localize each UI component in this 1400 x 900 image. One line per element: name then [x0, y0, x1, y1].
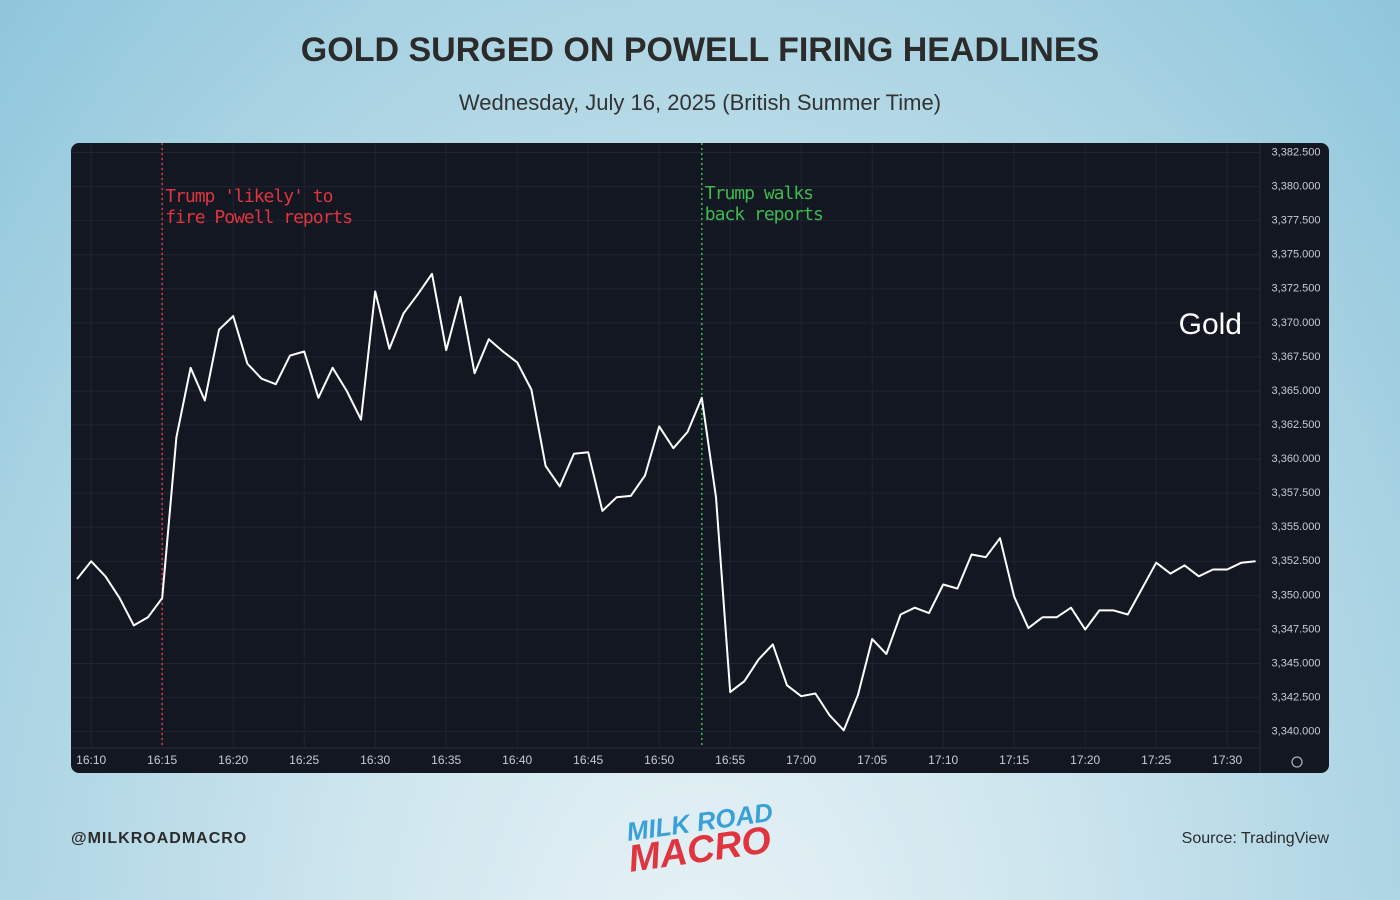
line: [76, 272, 1256, 732]
x-tick-label: 16:20: [218, 753, 248, 767]
x-tick-label: 16:15: [147, 753, 177, 767]
x-tick-label: 17:05: [857, 753, 887, 767]
x-tick-label: 16:30: [360, 753, 390, 767]
source: Source: TradingView: [1182, 830, 1330, 847]
y-tick-label: 3,362.500: [1272, 419, 1321, 431]
y-tick-label: 3,340.000: [1272, 726, 1321, 738]
y-tick-label: 3,377.500: [1272, 215, 1321, 227]
y-tick-label: 3,345.000: [1272, 657, 1321, 669]
handle: @MILKROADMACRO: [71, 830, 247, 847]
annotation-text: back reports: [705, 204, 823, 225]
y-tick-label: 3,357.500: [1272, 487, 1321, 499]
y-tick-label: 3,380.000: [1272, 181, 1321, 193]
x-tick-label: 17:30: [1212, 753, 1242, 767]
x-tick-label: 16:10: [76, 753, 106, 767]
x-tick-label: 17:20: [1070, 753, 1100, 767]
x-tick-label: 17:15: [999, 753, 1029, 767]
chart-subtitle: Wednesday, July 16, 2025 (British Summer…: [459, 90, 941, 115]
y-tick-label: 3,352.500: [1272, 555, 1321, 567]
annotation-text: fire Powell reports: [165, 207, 352, 228]
x-tick-label: 16:45: [573, 753, 603, 767]
settings-icon[interactable]: [1291, 756, 1303, 768]
series-label: Gold: [1179, 308, 1242, 341]
y-tick-label: 3,360.000: [1272, 453, 1321, 465]
y-tick-label: 3,372.500: [1272, 283, 1321, 295]
y-tick-label: 3,347.500: [1272, 623, 1321, 635]
x-tick-label: 17:10: [928, 753, 958, 767]
plot-layer: [71, 143, 1260, 748]
annotation-text: Trump 'likely' to: [165, 186, 332, 207]
x-tick-label: 16:50: [644, 753, 674, 767]
x-tick-label: 16:25: [289, 753, 319, 767]
chart-title: GOLD SURGED ON POWELL FIRING HEADLINES: [301, 31, 1099, 69]
x-tick-label: 17:00: [786, 753, 816, 767]
y-tick-label: 3,375.000: [1272, 249, 1321, 261]
x-tick-label: 16:35: [431, 753, 461, 767]
y-tick-label: 3,382.500: [1272, 146, 1321, 158]
x-tick-label: 16:40: [502, 753, 532, 767]
x-tick-label: 16:55: [715, 753, 745, 767]
x-tick-label: 17:25: [1141, 753, 1171, 767]
y-tick-label: 3,370.000: [1272, 317, 1321, 329]
y-tick-label: 3,367.500: [1272, 351, 1321, 363]
y-tick-label: 3,350.000: [1272, 589, 1321, 601]
plot-panel: [71, 143, 1329, 773]
annotation-text: Trump walks: [705, 183, 813, 204]
y-tick-label: 3,342.500: [1272, 691, 1321, 703]
y-tick-label: 3,355.000: [1272, 521, 1321, 533]
y-tick-label: 3,365.000: [1272, 385, 1321, 397]
